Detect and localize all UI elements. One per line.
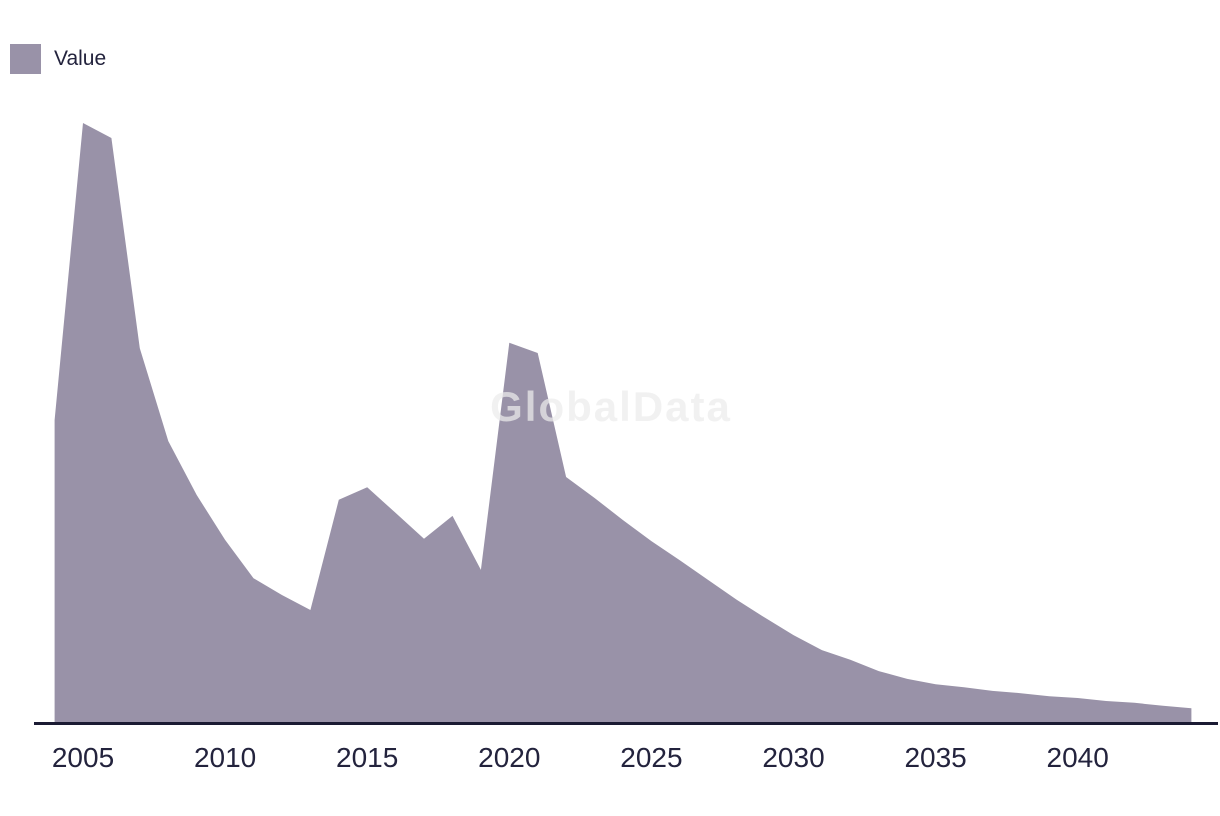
x-tick-label-2030: 2030 (762, 742, 825, 773)
x-tick-label-2040: 2040 (1046, 742, 1109, 773)
x-tick-label-2025: 2025 (620, 742, 683, 773)
legend-swatch-icon (10, 44, 41, 74)
legend-label: Value (54, 47, 107, 70)
x-tick-label-2010: 2010 (193, 742, 257, 773)
x-tick-label-2035: 2035 (904, 742, 967, 773)
legend-item-value[interactable]: Value (10, 44, 106, 74)
x-tick-label-2020: 2020 (478, 742, 541, 773)
x-tick-label-2015: 2015 (336, 742, 399, 773)
x-tick-label-2005: 2005 (51, 742, 115, 773)
area-series-value[interactable] (54, 123, 1192, 722)
